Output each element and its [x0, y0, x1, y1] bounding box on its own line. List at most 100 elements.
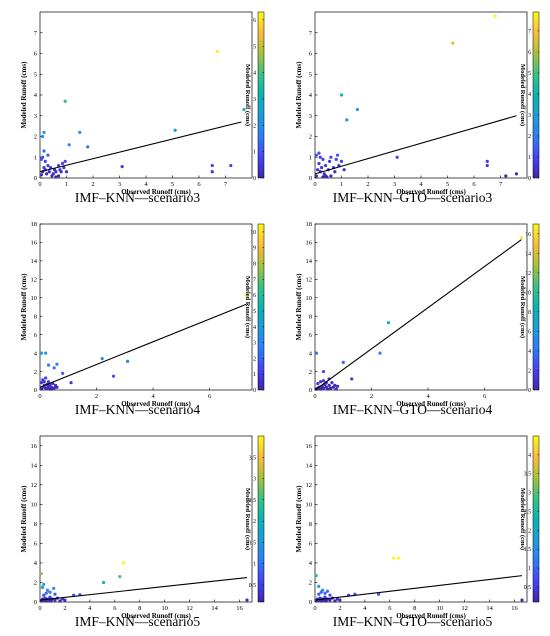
colorbar-label: Modeled Runoff (cms) [519, 276, 526, 338]
data-point [46, 153, 50, 157]
data-point [55, 362, 59, 366]
x-tick-label: 5 [446, 181, 449, 188]
colorbar-tick-label: 0 [253, 388, 256, 394]
data-point [320, 166, 324, 170]
colorbar-tick-label: 8 [253, 262, 256, 268]
data-point [39, 381, 44, 385]
colorbar-tick-label: 10 [525, 290, 531, 296]
y-tick-label: 6 [34, 541, 38, 548]
scatter-chart-4: 0 2 4 6 0 2 4 6 8 10 12 14 16 18 Observed Runoff (cms)… [295, 221, 540, 408]
data-point [120, 164, 124, 169]
colorbar-tick-label: 0.5 [249, 583, 256, 589]
y-tick-label: 18 [306, 221, 313, 228]
data-point [317, 151, 321, 155]
colorbar [532, 11, 540, 179]
x-tick-label: 3 [393, 181, 396, 188]
x-tick-label: 1 [65, 181, 68, 188]
y-tick-label: 1 [34, 154, 37, 161]
data-point [67, 143, 71, 147]
data-point [350, 377, 354, 381]
data-point [333, 599, 337, 603]
colorbar-tick-label: 4 [253, 71, 256, 77]
x-tick-label: 4 [426, 393, 430, 400]
y-axis-label: Modeled Runoff (cms) [295, 485, 303, 553]
data-point [42, 582, 46, 587]
data-point [327, 159, 332, 163]
x-axis-label: Observed Runoff (cms) [396, 612, 466, 620]
y-tick-label: 0 [34, 599, 37, 606]
x-axis-label: Observed Runoff (cms) [121, 188, 191, 196]
data-point [325, 589, 330, 593]
panel-caption: IMF–KNN—scenario3 [74, 190, 201, 205]
colorbar-tick-label: 1 [528, 155, 531, 161]
data-point [63, 99, 67, 103]
data-point [62, 166, 66, 170]
regression-line [314, 239, 522, 391]
x-axis-label: Observed Runoff (cms) [121, 400, 191, 408]
colorbar-tick-label: 1.5 [524, 547, 531, 553]
colorbar-tick-label: 2.5 [524, 509, 531, 515]
data-point [54, 170, 58, 174]
y-tick-label: 6 [309, 51, 313, 58]
x-tick-label: 7 [499, 181, 503, 188]
y-tick-label: 3 [309, 113, 312, 120]
data-point [335, 153, 340, 157]
data-point [329, 155, 333, 159]
data-point [63, 598, 67, 602]
colorbar-tick-label: 2.5 [249, 498, 256, 504]
data-point [42, 149, 46, 153]
data-point [321, 175, 325, 179]
y-tick-label: 8 [309, 521, 312, 528]
y-tick-label: 4 [309, 560, 313, 567]
data-point [341, 360, 345, 364]
data-point [327, 383, 331, 387]
data-point [215, 49, 220, 54]
colorbar-tick-label: 5 [253, 309, 256, 315]
y-tick-label: 8 [309, 313, 312, 320]
data-point [78, 130, 82, 134]
data-point [100, 357, 104, 361]
x-tick-label: 0 [313, 605, 316, 612]
y-tick-label: 14 [31, 462, 38, 469]
y-tick-label: 4 [34, 92, 38, 99]
data-point [52, 366, 56, 370]
data-point [325, 175, 329, 179]
data-point [86, 145, 90, 149]
y-tick-label: 2 [34, 369, 37, 376]
colorbar-tick-label: 0.5 [524, 585, 531, 591]
y-tick-label: 4 [309, 92, 313, 99]
data-point [56, 174, 61, 178]
data-point [317, 592, 321, 596]
data-point [245, 598, 249, 602]
y-tick-label: 7 [309, 30, 313, 37]
colorbar-tick-label: 7 [253, 277, 256, 283]
panel-caption: IMF–KNN–GTO—scenario5 [332, 614, 493, 629]
data-points [39, 293, 248, 391]
x-tick-label: 10 [161, 605, 168, 612]
data-point [314, 174, 318, 178]
colorbar-tick-label: 2 [528, 528, 531, 534]
y-tick-label: 14 [31, 258, 38, 265]
data-point [229, 163, 233, 168]
data-point [45, 588, 50, 592]
scatter-chart-2: 0 1 2 3 4 5 6 7 0 1 2 3 4 5 6 7 Observed Runoff (cms) Mod… [295, 11, 540, 196]
data-point [59, 170, 63, 174]
data-point [514, 172, 518, 176]
colorbar-tick-label: 1 [253, 372, 256, 378]
data-point [111, 374, 116, 378]
data-point [44, 351, 48, 355]
x-tick-label: 6 [472, 181, 476, 188]
data-point [318, 155, 322, 159]
data-point [321, 369, 326, 374]
regression-line [39, 303, 247, 388]
y-tick-label: 3 [34, 113, 37, 120]
data-point [320, 588, 325, 592]
y-tick-label: 16 [31, 240, 38, 247]
y-tick-label: 12 [31, 482, 38, 489]
data-point [41, 134, 45, 139]
x-tick-label: 6 [483, 393, 487, 400]
y-axis-label: Modeled Runoff (cms) [20, 485, 28, 553]
x-tick-label: 8 [138, 605, 141, 612]
x-tick-label: 6 [197, 181, 201, 188]
